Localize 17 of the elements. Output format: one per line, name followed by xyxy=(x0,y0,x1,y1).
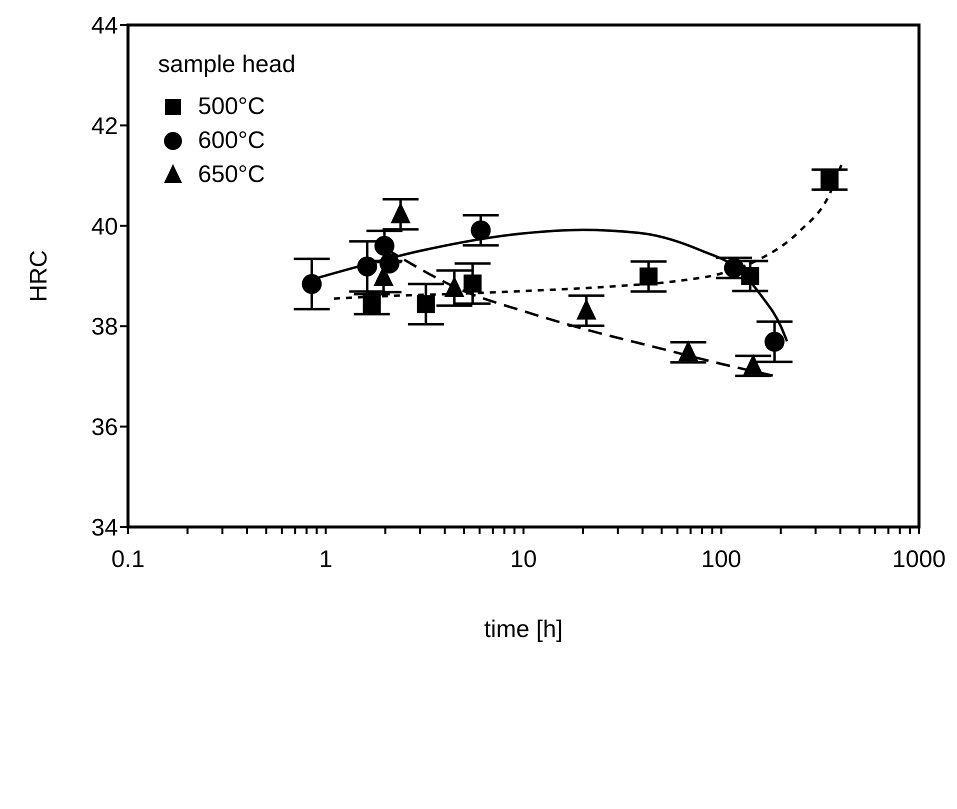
legend-label: 600°C xyxy=(198,126,265,156)
x-tick-label: 0.1 xyxy=(111,546,145,574)
x-tick-label: 1 xyxy=(319,546,332,574)
y-tick-label: 36 xyxy=(91,414,118,442)
y-tick-label: 42 xyxy=(91,112,118,140)
legend-title: sample head xyxy=(158,50,296,80)
x-tick-label: 10 xyxy=(510,546,537,574)
x-tick-label: 100 xyxy=(701,546,742,574)
y-tick-label: 40 xyxy=(91,213,118,240)
y-tick-label: 44 xyxy=(91,12,118,40)
x-axis-title: time [h] xyxy=(484,616,563,643)
y-tick-label: 38 xyxy=(91,314,118,341)
y-tick-label: 34 xyxy=(91,514,118,542)
y-axis-title: HRC xyxy=(26,250,53,302)
legend-label: 650°C xyxy=(198,160,265,190)
legend-label: 500°C xyxy=(198,92,265,122)
x-tick-label: 1000 xyxy=(892,546,946,574)
